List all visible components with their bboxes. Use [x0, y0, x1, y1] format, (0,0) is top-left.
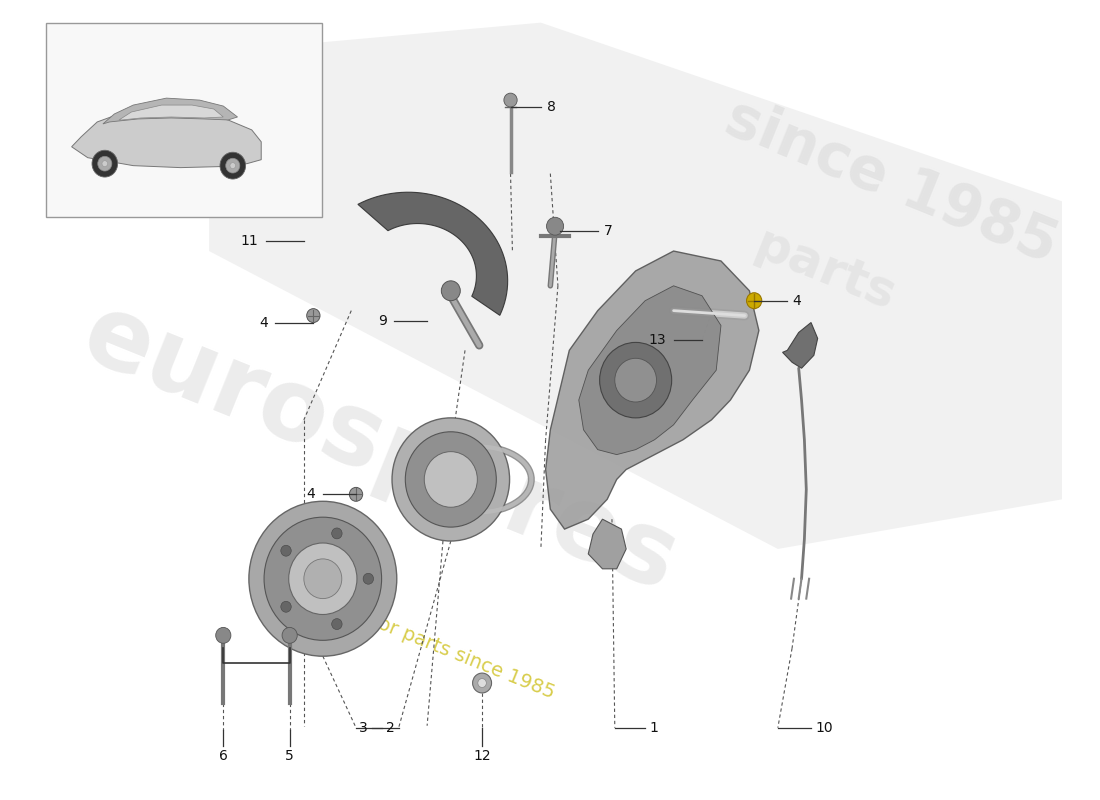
Polygon shape — [546, 251, 759, 529]
Circle shape — [392, 418, 509, 541]
Circle shape — [102, 161, 108, 166]
Text: 10: 10 — [816, 721, 834, 734]
Text: 5: 5 — [285, 749, 294, 762]
Polygon shape — [358, 192, 508, 315]
Circle shape — [477, 678, 486, 687]
FancyBboxPatch shape — [45, 22, 322, 218]
Text: 6: 6 — [219, 749, 228, 762]
Text: eurospares: eurospares — [68, 286, 691, 613]
Circle shape — [405, 432, 496, 527]
Text: 3: 3 — [359, 721, 367, 734]
Text: 4: 4 — [792, 294, 801, 308]
Circle shape — [747, 293, 761, 309]
Circle shape — [98, 156, 112, 171]
Circle shape — [363, 574, 374, 584]
Circle shape — [249, 502, 397, 656]
Circle shape — [332, 528, 342, 539]
Polygon shape — [103, 98, 238, 124]
Circle shape — [282, 627, 297, 643]
Polygon shape — [588, 519, 626, 569]
Text: 8: 8 — [547, 100, 556, 114]
Circle shape — [441, 281, 460, 301]
Circle shape — [615, 358, 657, 402]
Text: 4: 4 — [260, 315, 268, 330]
Circle shape — [280, 546, 292, 556]
Circle shape — [304, 559, 342, 598]
Circle shape — [307, 309, 320, 322]
Text: 2: 2 — [386, 721, 395, 734]
Text: since 1985: since 1985 — [717, 89, 1066, 274]
Circle shape — [264, 517, 382, 640]
Polygon shape — [782, 322, 817, 368]
Circle shape — [220, 152, 245, 179]
Circle shape — [600, 342, 672, 418]
Polygon shape — [72, 109, 261, 168]
Text: a passion for parts since 1985: a passion for parts since 1985 — [277, 574, 558, 702]
Text: 12: 12 — [473, 749, 491, 762]
Circle shape — [230, 162, 235, 169]
Text: 1: 1 — [650, 721, 659, 734]
Text: 13: 13 — [648, 334, 666, 347]
Circle shape — [473, 673, 492, 693]
Circle shape — [226, 158, 240, 173]
Circle shape — [332, 618, 342, 630]
Circle shape — [92, 150, 118, 177]
Circle shape — [547, 218, 563, 235]
Text: 9: 9 — [378, 314, 387, 327]
Circle shape — [504, 93, 517, 107]
Circle shape — [280, 602, 292, 612]
Text: 11: 11 — [241, 234, 258, 248]
Text: 7: 7 — [604, 224, 613, 238]
Circle shape — [288, 543, 358, 614]
Circle shape — [216, 627, 231, 643]
Polygon shape — [209, 22, 1063, 549]
Polygon shape — [119, 105, 223, 120]
Text: 4: 4 — [307, 487, 316, 502]
Circle shape — [350, 487, 363, 502]
Circle shape — [425, 452, 477, 507]
Polygon shape — [579, 286, 720, 454]
Text: parts: parts — [748, 221, 903, 321]
